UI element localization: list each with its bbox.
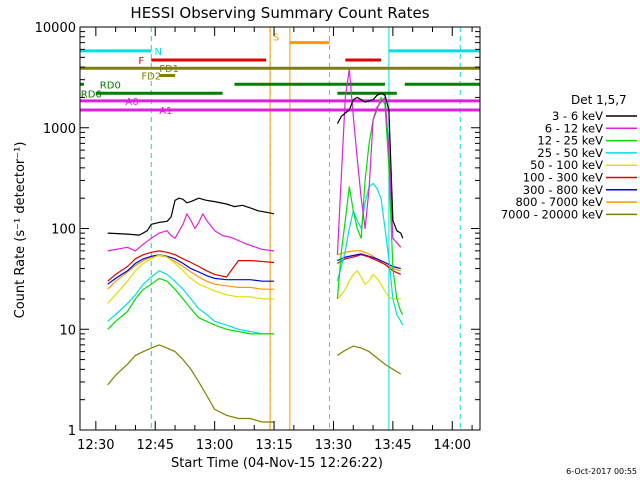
x-tick-label: 13:30 xyxy=(315,438,352,453)
series-line-50-100kev xyxy=(336,270,401,300)
axes: 1 10 100 1000 10000 12:30 12:45 13:00 13:15 13:30… xyxy=(35,21,480,453)
y-tick-label: 1 xyxy=(68,424,76,439)
series-line-7000-20000kev xyxy=(337,345,402,375)
series-line-12-25kev xyxy=(107,277,275,335)
series-line-3-6kev xyxy=(107,197,275,236)
legend-label: 800 - 7000 keV xyxy=(515,195,603,209)
flag-label-f: F xyxy=(138,56,144,67)
chart-title: HESSI Observing Summary Count Rates xyxy=(130,4,429,22)
legend-label: 50 - 100 keV xyxy=(530,158,603,172)
flag-label-fd2: FD2 xyxy=(141,72,161,83)
y-axis-label: Count Rate (s⁻¹ detector⁻¹) xyxy=(13,142,28,319)
series-line-25-50kev xyxy=(336,182,404,326)
flag-label-n: N xyxy=(154,47,161,58)
x-axis-label: Start Time (04-Nov-15 12:26:22) xyxy=(171,456,383,471)
y-tick-label: 100 xyxy=(51,223,76,238)
y-tick-label: 10 xyxy=(59,323,76,338)
flag-label-fd1: FD1 xyxy=(159,64,179,75)
x-tick-label: 12:45 xyxy=(137,438,174,453)
series-line-7000-20000kev xyxy=(107,344,275,423)
x-tick-label: 13:00 xyxy=(196,438,233,453)
series-line-25-50kev xyxy=(107,270,275,335)
legend-label: 3 - 6 keV xyxy=(552,109,603,123)
y-tick-label: 10000 xyxy=(35,21,76,36)
series-line-12-25kev xyxy=(336,96,404,315)
footer-timestamp: 6-Oct-2017 00:55 xyxy=(566,467,637,476)
series-line-6-12kev xyxy=(107,213,275,252)
x-tick-label: 13:15 xyxy=(255,438,292,453)
flag-label-a0: A0 xyxy=(126,97,139,108)
legend-label: 300 - 800 keV xyxy=(523,183,603,197)
legend-label: 25 - 50 keV xyxy=(537,146,603,160)
legend-label: 6 - 12 keV xyxy=(545,121,603,135)
y-tick-label: 1000 xyxy=(43,122,76,137)
legend-title: Det 1,5,7 xyxy=(571,93,627,107)
series-line-300-800kev xyxy=(107,254,275,285)
flag-label-rd0: RD0 xyxy=(100,80,121,91)
legend-label: 7000 - 20000 keV xyxy=(501,207,603,221)
flag-label-a1: A1 xyxy=(159,106,172,117)
series-line-300-800kev xyxy=(337,253,401,270)
legend-label: 12 - 25 keV xyxy=(537,134,603,148)
series-line-800-7000kev xyxy=(107,254,275,290)
series-line-100-300kev xyxy=(107,250,275,282)
x-tick-label: 12:30 xyxy=(77,438,114,453)
flag-label-s: S xyxy=(273,33,279,44)
series-line-6-12kev xyxy=(336,68,402,255)
series-line-3-6kev xyxy=(336,92,404,239)
legend-label: 100 - 300 keV xyxy=(523,171,603,185)
series-line-50-100kev xyxy=(107,254,275,304)
x-tick-label: 13:45 xyxy=(374,438,411,453)
flag-label-rd6: RD6 xyxy=(81,89,102,100)
x-tick-label: 14:00 xyxy=(434,438,471,453)
